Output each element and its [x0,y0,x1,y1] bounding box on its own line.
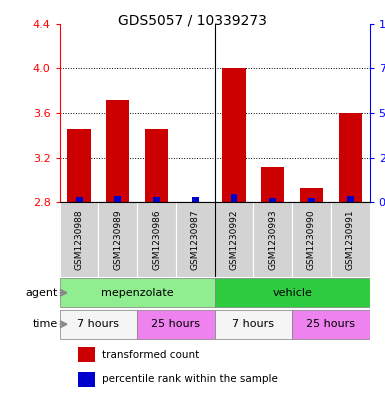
Bar [137,202,176,277]
Text: GDS5057 / 10339273: GDS5057 / 10339273 [118,14,267,28]
Bar [114,196,121,202]
Bar [60,278,215,307]
Bar [214,278,370,307]
Text: agent: agent [25,288,58,298]
Bar [269,198,276,202]
Bar [214,310,292,339]
Text: GSM1230991: GSM1230991 [346,209,355,270]
Text: mepenzolate: mepenzolate [101,288,174,298]
Bar [347,196,354,202]
Bar [99,202,137,277]
Text: 25 hours: 25 hours [306,319,355,329]
Bar [75,197,82,202]
Bar [176,202,214,277]
Bar [261,167,285,202]
Bar [153,197,160,202]
Bar [292,310,370,339]
Text: GSM1230986: GSM1230986 [152,209,161,270]
Bar [331,202,370,277]
Bar [308,198,315,202]
Bar [300,188,323,202]
Bar [192,197,199,202]
Bar [292,202,331,277]
Bar [338,113,362,202]
Bar [137,310,215,339]
Bar [60,310,137,339]
Text: time: time [32,319,58,329]
Text: transformed count: transformed count [102,350,199,360]
Bar [60,202,99,277]
Text: GSM1230992: GSM1230992 [229,209,239,270]
Text: vehicle: vehicle [272,288,312,298]
Bar [78,372,95,387]
Text: 25 hours: 25 hours [151,319,201,329]
Bar [145,129,168,202]
Text: GSM1230993: GSM1230993 [268,209,277,270]
Text: percentile rank within the sample: percentile rank within the sample [102,374,277,384]
Bar [67,129,90,202]
Text: GSM1230987: GSM1230987 [191,209,200,270]
Bar [223,68,246,202]
Text: GSM1230988: GSM1230988 [75,209,84,270]
Bar [78,347,95,362]
Text: 7 hours: 7 hours [233,319,275,329]
Bar [106,99,129,202]
Text: GSM1230989: GSM1230989 [113,209,122,270]
Bar [214,202,253,277]
Text: 7 hours: 7 hours [77,319,119,329]
Text: GSM1230990: GSM1230990 [307,209,316,270]
Bar [231,194,238,202]
Bar [253,202,292,277]
